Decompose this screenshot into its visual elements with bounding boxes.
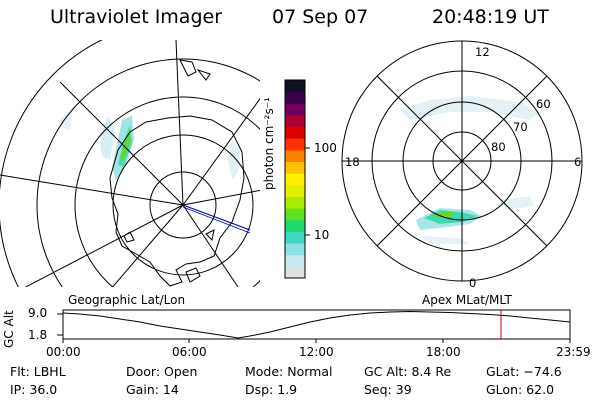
colorbar-segment (285, 254, 305, 267)
altitude-curve (62, 310, 571, 339)
polar-panel-label: Apex MLat/MLT (422, 293, 512, 307)
timeline-xtick-3: 18:00 (426, 345, 461, 359)
instrument-title: Ultraviolet Imager (50, 6, 223, 28)
colorbar-segment (285, 138, 305, 151)
polar-plot (341, 40, 583, 282)
mlt-label-18: 18 (345, 155, 360, 169)
colorbar-segment (285, 266, 305, 279)
colorbar-tick-10: 10 (314, 228, 330, 242)
date-label: 07 Sep 07 (272, 6, 369, 28)
mlt-label-12: 12 (475, 45, 490, 59)
colorbar-segment (285, 114, 305, 128)
timeline-ytick-bottom: 1.8 (28, 328, 48, 342)
colorbar-segment (285, 219, 305, 232)
colorbar-segment (285, 126, 305, 139)
info-flt: Flt: LBHL (10, 364, 66, 379)
mlat-label-80: 80 (491, 140, 506, 154)
colorbar-segment (285, 91, 305, 104)
geo-panel-label: Geographic Lat/Lon (68, 293, 186, 307)
info-dsp: Dsp: 1.9 (245, 382, 298, 397)
timeline-xtick-4: 23:59 (556, 345, 591, 359)
colorbar-segment (285, 196, 305, 209)
info-mode: Mode: Normal (245, 364, 333, 379)
timeline-xtick-0: 00:00 (46, 345, 81, 359)
info-glon: GLon: 62.0 (486, 382, 555, 397)
info-gc-alt: GC Alt: 8.4 Re (364, 364, 452, 379)
colorbar-segment (285, 103, 305, 116)
colorbar-segment (285, 149, 305, 163)
info-glat: GLat: −74.6 (486, 364, 562, 379)
timeline-ytick-top: 9.0 (28, 306, 48, 320)
colorbar-segment (285, 173, 305, 186)
mlt-label-6: 6 (574, 155, 582, 169)
mlat-label-60: 60 (536, 97, 551, 111)
colorbar-segment (285, 80, 305, 93)
mlt-label-0: 0 (469, 276, 477, 290)
info-seq: Seq: 39 (364, 382, 412, 397)
timeline-xtick-1: 06:00 (172, 345, 207, 359)
info-gain: Gain: 14 (126, 382, 179, 397)
colorbar-unit-label: photon cm⁻²s⁻¹ (262, 97, 276, 190)
colorbar-segment (285, 161, 305, 174)
colorbar-segment (285, 184, 305, 197)
colorbar-tick-100: 100 (314, 141, 337, 155)
info-ip: IP: 36.0 (10, 382, 58, 397)
timeline-ylabel: GC Alt (2, 310, 16, 348)
timeline-xtick-2: 12:00 (299, 345, 334, 359)
mlat-label-70: 70 (513, 120, 528, 134)
geo-aurora-emission (60, 112, 240, 180)
info-door: Door: Open (126, 364, 198, 379)
time-label: 20:48:19 UT (432, 6, 549, 28)
colorbar-segment (285, 243, 305, 256)
colorbar (285, 80, 305, 279)
colorbar-segment (285, 231, 305, 244)
colorbar-segment (285, 208, 305, 221)
